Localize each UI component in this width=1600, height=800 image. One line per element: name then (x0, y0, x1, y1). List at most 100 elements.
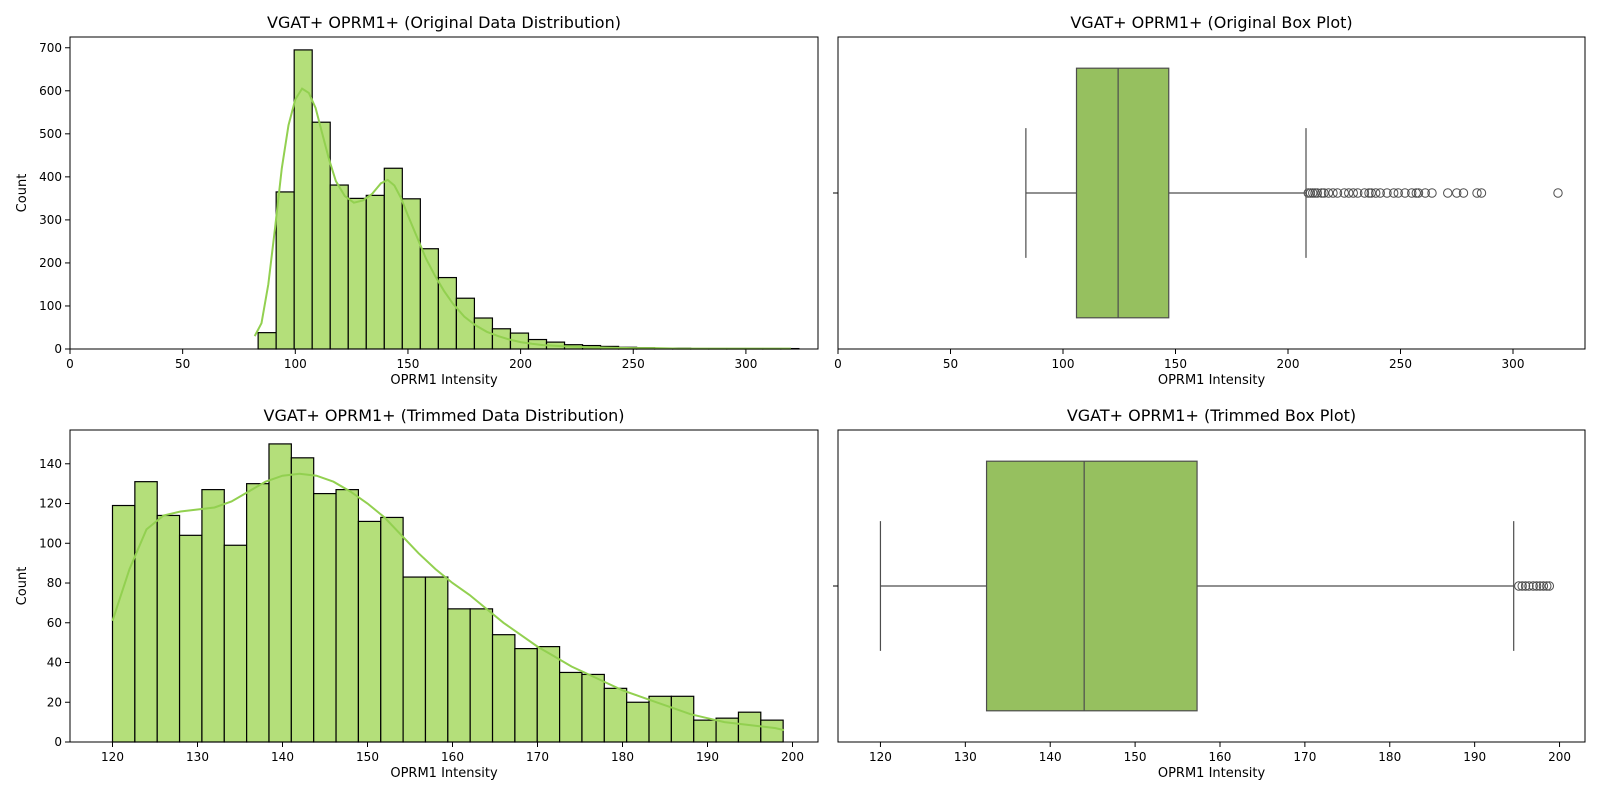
histogram-bar (223, 544, 248, 743)
plot-frame (837, 429, 1586, 743)
x-tick-label: 150 (356, 750, 379, 764)
histogram-bar (581, 673, 605, 743)
outlier-point (1420, 188, 1430, 198)
x-axis-label: OPRM1 Intensity (390, 766, 498, 781)
outlier-point (1452, 188, 1462, 198)
x-tick-label: 300 (1502, 357, 1525, 371)
x-tick-label: 130 (954, 750, 977, 764)
x-axis-label: OPRM1 Intensity (1158, 373, 1266, 388)
histogram-bar (380, 516, 404, 743)
histogram-bar (760, 719, 784, 743)
outlier-point (1427, 188, 1437, 198)
histogram-bar (737, 711, 762, 743)
x-tick-label: 250 (1389, 357, 1412, 371)
y-tick-label: 100 (39, 299, 62, 313)
x-tick-label: 190 (1463, 750, 1486, 764)
y-tick-label: 500 (39, 127, 62, 141)
y-tick-label: 0 (54, 735, 62, 749)
outlier-point (1308, 188, 1318, 198)
x-tick-label: 130 (186, 750, 209, 764)
x-tick-label: 180 (1378, 750, 1401, 764)
x-tick-label: 200 (509, 357, 532, 371)
x-tick-label: 150 (1164, 357, 1187, 371)
outlier-point (1514, 581, 1524, 591)
histogram-bar (201, 489, 225, 743)
outlier-point (1339, 188, 1349, 198)
x-tick-label: 160 (1209, 750, 1232, 764)
outlier-point (1348, 188, 1358, 198)
outlier-point (1353, 188, 1363, 198)
y-tick-label: 300 (39, 213, 62, 227)
outlier-point (1528, 581, 1538, 591)
histogram-bar (268, 443, 292, 743)
plot-frame (837, 36, 1586, 350)
histogram-bar (313, 492, 337, 743)
outlier-point (1317, 188, 1327, 198)
outlier-point (1310, 188, 1320, 198)
histogram-bar (156, 514, 181, 743)
histogram-bar (437, 276, 457, 350)
outlier-point (1476, 188, 1487, 198)
x-tick-label: 190 (696, 750, 719, 764)
y-tick-label: 200 (39, 256, 62, 270)
x-axis-label: OPRM1 Intensity (1158, 766, 1266, 781)
outlier-point (1312, 188, 1322, 198)
x-tick-label: 50 (943, 357, 958, 371)
plot-frame (69, 36, 819, 350)
x-tick-label: 150 (1124, 750, 1147, 764)
y-tick-label: 140 (39, 457, 62, 471)
kde-line (111, 472, 785, 732)
histogram-bar (111, 504, 136, 743)
outlier-point (1531, 581, 1542, 591)
outlier-point (1332, 188, 1343, 198)
histogram-bar (275, 191, 295, 350)
outlier-point (1389, 188, 1399, 198)
outlier-point (1400, 188, 1410, 198)
y-tick-label: 0 (54, 342, 62, 356)
outlier-point (1328, 188, 1338, 198)
histogram-bar (603, 687, 628, 743)
histogram-bar (670, 695, 695, 743)
chart-title: VGAT+ OPRM1+ (Trimmed Data Distribution) (264, 406, 625, 425)
histogram-bar (424, 576, 449, 743)
outlier-point (1472, 188, 1482, 198)
y-tick-label: 20 (47, 695, 62, 709)
box-iqr (1075, 67, 1170, 319)
x-tick-label: 160 (441, 750, 464, 764)
histogram-bar (178, 534, 203, 743)
outlier-point (1393, 188, 1403, 198)
x-tick-label: 0 (66, 357, 74, 371)
outlier-point (1407, 188, 1417, 198)
outlier-point (1553, 188, 1563, 198)
x-tick-label: 180 (611, 750, 634, 764)
outlier-point (1366, 188, 1376, 198)
outlier-point (1517, 581, 1527, 591)
x-tick-label: 100 (1052, 357, 1075, 371)
outlier-point (1371, 188, 1381, 198)
outlier-point (1375, 188, 1385, 198)
x-tick-label: 100 (284, 357, 307, 371)
histogram-bar (365, 194, 385, 350)
panel-1: VGAT+ OPRM1+ (Original Data Distribution… (15, 13, 819, 388)
histogram-bar (257, 332, 277, 350)
y-axis-label: Count (15, 567, 30, 606)
outlier-point (1535, 581, 1545, 591)
histogram-bar (246, 483, 270, 743)
outlier-point (1344, 188, 1354, 198)
outlier-point (1544, 581, 1555, 591)
outlier-point (1364, 188, 1374, 198)
x-tick-label: 120 (101, 750, 124, 764)
outlier-point (1319, 188, 1329, 198)
outlier-point (1359, 188, 1370, 198)
y-axis-label: Count (15, 174, 30, 213)
histogram-bar (626, 701, 650, 743)
x-tick-label: 250 (622, 357, 645, 371)
kde-line (253, 87, 791, 350)
x-tick-label: 0 (834, 357, 842, 371)
x-tick-label: 300 (734, 357, 757, 371)
x-tick-label: 150 (396, 357, 419, 371)
outlier-point (1413, 188, 1424, 198)
panel-2: VGAT+ OPRM1+ (Original Box Plot) 0 50 100 15… (833, 13, 1586, 388)
outlier-point (1411, 188, 1421, 198)
